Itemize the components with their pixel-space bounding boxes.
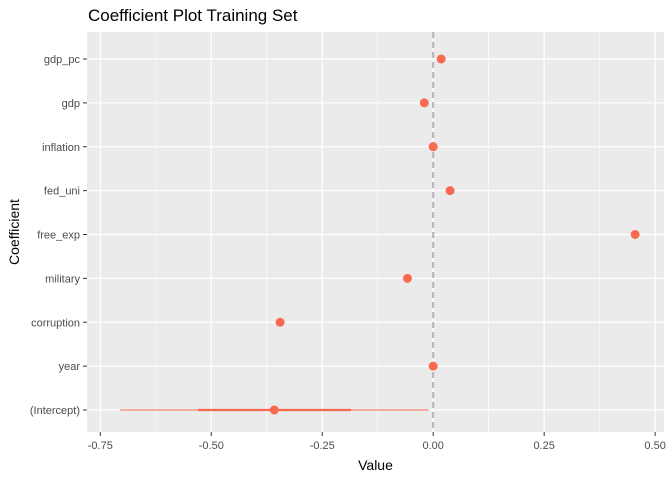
coefficient-point xyxy=(402,273,412,283)
y-tick-label: corruption xyxy=(31,317,80,329)
plot-panel xyxy=(87,32,664,432)
coefficient-point xyxy=(428,142,438,152)
y-tick-label: military xyxy=(45,273,80,285)
x-tick-label: -0.50 xyxy=(199,440,224,452)
chart-title: Coefficient Plot Training Set xyxy=(88,6,298,25)
coefficient-point xyxy=(419,98,429,108)
y-tick-label: year xyxy=(59,361,81,373)
coefficient-point xyxy=(630,230,640,239)
y-tick-label: (Intercept) xyxy=(30,405,80,417)
y-tick-label: inflation xyxy=(42,142,80,154)
y-tick-label: free_exp xyxy=(37,230,80,242)
x-tick-label: -0.75 xyxy=(88,440,113,452)
x-axis-title: Value xyxy=(358,457,393,473)
x-tick-label: 0.25 xyxy=(533,440,554,452)
y-axis-title: Coefficient xyxy=(6,199,22,265)
coefficient-point xyxy=(428,361,438,371)
x-tick-label: 0.00 xyxy=(422,440,443,452)
coefficient-point xyxy=(269,405,279,415)
x-tick-label: 0.50 xyxy=(644,440,665,452)
y-tick-label: gdp_pc xyxy=(44,54,81,66)
y-tick-label: fed_uni xyxy=(44,186,80,198)
coefficient-point xyxy=(275,317,285,327)
coefficient-point xyxy=(445,186,455,196)
coefficient-point xyxy=(436,54,446,64)
y-tick-label: gdp xyxy=(62,98,80,110)
x-tick-label: -0.25 xyxy=(310,440,335,452)
